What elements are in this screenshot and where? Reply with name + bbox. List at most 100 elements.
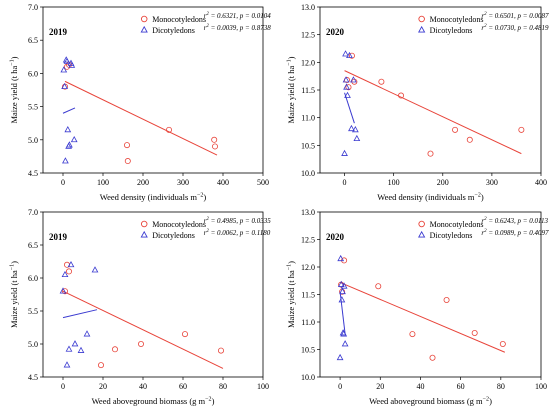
dicot-point <box>351 126 359 133</box>
monocot-point <box>66 268 73 275</box>
y-tick-label: 7.0 <box>28 3 38 12</box>
y-tick-label: 5.0 <box>28 136 38 145</box>
y-tick-label: 5.0 <box>28 340 38 349</box>
dicot-point <box>59 287 67 294</box>
y-tick-label: 4.5 <box>28 373 38 382</box>
y-tick-label: 6.5 <box>28 241 38 250</box>
dicot-point <box>91 266 99 273</box>
legend-marker-circle <box>140 15 148 23</box>
monocot-point <box>466 136 473 143</box>
monocot-point <box>429 354 436 361</box>
legend-marker-circle <box>140 220 148 228</box>
dicot-point <box>342 50 349 57</box>
legend-label: Monocotyledons <box>152 15 206 24</box>
x-tick-label: 40 <box>416 382 424 391</box>
dicot-point <box>353 134 361 142</box>
y-tick-label: 11.0 <box>301 114 315 123</box>
dicot-point <box>337 280 345 287</box>
dicot-point <box>344 91 351 98</box>
monocot-point <box>518 126 525 133</box>
legend-label: Monocotyledons <box>152 220 206 229</box>
x-axis-label: Weed aboveground biomass (g m−2) <box>369 396 492 406</box>
monocot-point <box>345 84 352 91</box>
monocot-point <box>124 142 131 149</box>
plot-frame <box>42 211 264 378</box>
x-tick-label: 400 <box>217 178 229 187</box>
y-tick-label: 13.0 <box>301 3 315 12</box>
legend-marker-triangle <box>418 230 426 238</box>
legend-label: Monocotyledons <box>430 15 484 24</box>
panel-year-label: 2020 <box>326 232 345 242</box>
plot-frame <box>42 6 264 174</box>
dicot-point <box>61 270 69 278</box>
legend-label: Dicotyledons <box>430 26 473 35</box>
y-tick-label: 6.0 <box>28 69 38 78</box>
x-axis-label: Weed density (individuals m−2) <box>100 192 207 202</box>
dicot-point <box>65 345 73 352</box>
stat-annotation: r2 = 0.6501, p = 0.0087 <box>481 12 549 20</box>
y-tick-label: 10.0 <box>301 169 315 178</box>
x-tick-label: 80 <box>497 382 505 391</box>
x-tick-label: 300 <box>177 178 189 187</box>
y-tick-label: 10.5 <box>301 141 315 150</box>
monocot-point <box>181 331 188 338</box>
monocot-point <box>452 126 459 133</box>
y-tick-label: 11.0 <box>301 318 315 327</box>
x-tick-label: 200 <box>437 178 449 187</box>
monocot-point <box>211 136 218 143</box>
x-tick-label: 0 <box>61 382 65 391</box>
x-axis-label: Weed aboveground biomass (g m−2) <box>92 396 215 406</box>
monocot-point <box>124 158 131 165</box>
dicot-point <box>337 254 345 262</box>
x-tick-label: 80 <box>219 382 227 391</box>
stat-annotation: r2 = 0.0039, p = 0.8738 <box>204 24 272 32</box>
monocot-fit-line <box>344 70 522 155</box>
x-tick-label: 0 <box>343 178 347 187</box>
dicot-point <box>346 51 353 59</box>
y-tick-label: 4.5 <box>28 169 38 178</box>
monocot-point <box>499 340 506 347</box>
monocot-point <box>62 288 69 295</box>
x-tick-label: 60 <box>457 382 465 391</box>
panel-year-label: 2019 <box>49 232 68 242</box>
y-tick-label: 12.0 <box>301 58 315 67</box>
x-tick-label: 60 <box>179 382 187 391</box>
y-tick-label: 10.0 <box>301 373 315 382</box>
monocot-point <box>165 126 172 133</box>
dicot-point <box>341 149 348 156</box>
y-axis-label: Maize yield (t ha−1) <box>9 56 19 123</box>
panel-year-label: 2019 <box>49 27 68 37</box>
monocot-point <box>378 78 385 85</box>
x-tick-label: 0 <box>338 382 342 391</box>
dicot-point <box>341 340 349 347</box>
stat-annotation: r2 = 0.6243, p = 0.0113 <box>481 217 548 225</box>
x-tick-label: 100 <box>535 382 547 391</box>
stat-annotation: r2 = 0.4985, p = 0.0335 <box>204 217 272 225</box>
monocot-fit-line <box>64 80 218 156</box>
dicot-point <box>66 141 73 148</box>
x-tick-label: 20 <box>99 382 107 391</box>
chart-panel-3: 0 20 40 60 80 100 4.5 5.0 5.5 6.0 6.5 7.0 Weed above… <box>9 208 271 406</box>
y-tick-label: 6.0 <box>28 274 38 283</box>
monocot-point <box>348 52 355 59</box>
dicot-point <box>336 353 344 361</box>
x-tick-label: 500 <box>257 178 269 187</box>
y-tick-label: 12.5 <box>301 236 315 245</box>
dicot-point <box>343 83 350 90</box>
legend-label: Dicotyledons <box>430 231 473 240</box>
stat-annotation: r2 = 0.0989, p = 0.4097 <box>481 229 549 237</box>
stat-annotation: r2 = 0.0062, p = 0.1180 <box>204 229 271 237</box>
chart-panel-1: 0 100 200 300 400 500 4.5 5.0 5.5 6.0 6.5 7.0 Weed d… <box>9 3 271 202</box>
dicot-point <box>350 76 357 83</box>
chart-panel-4: 0 20 40 60 80 100 10.0 10.5 11.0 11.5 12.0 12.5 13.0… <box>286 208 549 406</box>
y-tick-label: 6.5 <box>28 36 38 45</box>
dicot-point <box>68 61 76 68</box>
y-tick-label: 12.0 <box>301 263 315 272</box>
stat-annotation: r2 = 0.6321, p = 0.0104 <box>204 12 272 20</box>
y-axis-label: Maize yield (t ha−1) <box>9 261 19 328</box>
legend-marker-circle <box>418 15 425 23</box>
legend-label: Dicotyledons <box>152 231 195 240</box>
x-tick-label: 100 <box>388 178 400 187</box>
y-tick-label: 11.5 <box>301 291 315 300</box>
